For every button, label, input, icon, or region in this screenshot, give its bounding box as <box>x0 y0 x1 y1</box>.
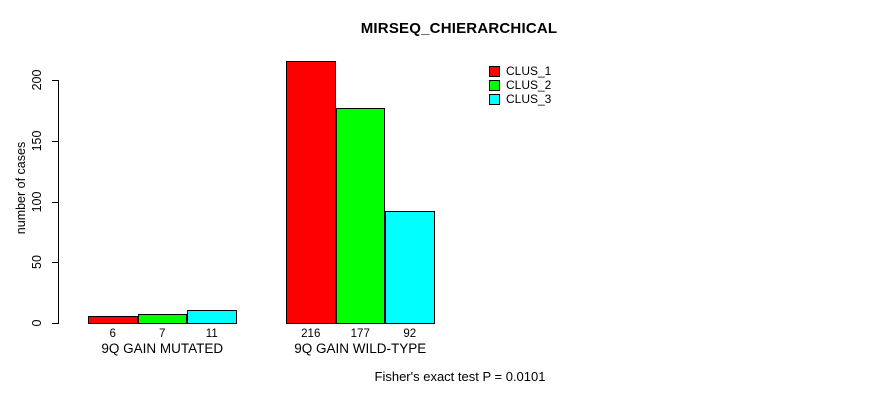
legend-row: CLUS_2 <box>489 78 552 92</box>
bar <box>187 310 237 324</box>
y-tick-label: 200 <box>30 69 44 91</box>
y-tick <box>52 80 58 81</box>
chart-title: MIRSEQ_CHIERARCHICAL <box>360 20 558 37</box>
y-tick <box>52 140 58 142</box>
y-tick-label: 100 <box>30 191 44 212</box>
y-tick <box>52 201 58 203</box>
bar <box>137 314 187 324</box>
y-tick <box>52 262 58 264</box>
y-tick-label: 150 <box>30 130 44 152</box>
bar <box>335 108 385 324</box>
legend-swatch <box>489 93 500 105</box>
legend-swatch <box>489 65 500 77</box>
bar-value-label: 216 <box>301 328 321 340</box>
legend-label: CLUS_1 <box>506 64 552 78</box>
category-label: 9Q GAIN WILD-TYPE <box>294 341 427 356</box>
bar <box>385 211 435 324</box>
legend-label: CLUS_3 <box>506 92 552 106</box>
bar <box>88 316 138 324</box>
bar-value-label: 6 <box>109 328 116 340</box>
legend-row: CLUS_3 <box>489 92 552 106</box>
annotation-text: Fisher's exact test P = 0.0101 <box>374 369 546 384</box>
y-tick-label: 0 <box>30 319 44 327</box>
legend-swatch <box>489 79 500 91</box>
bar <box>286 61 336 324</box>
bar-value-label: 7 <box>159 328 166 340</box>
bar-value-label: 92 <box>403 328 417 340</box>
legend-label: CLUS_2 <box>506 78 552 92</box>
y-tick-label: 50 <box>30 255 44 270</box>
y-axis-title: number of cases <box>14 141 28 235</box>
y-tick <box>52 323 58 324</box>
bar-value-label: 177 <box>350 328 370 340</box>
y-axis-line <box>58 80 59 324</box>
category-label: 9Q GAIN MUTATED <box>101 341 224 356</box>
bar-value-label: 11 <box>205 328 218 340</box>
legend-row: CLUS_1 <box>489 64 552 78</box>
